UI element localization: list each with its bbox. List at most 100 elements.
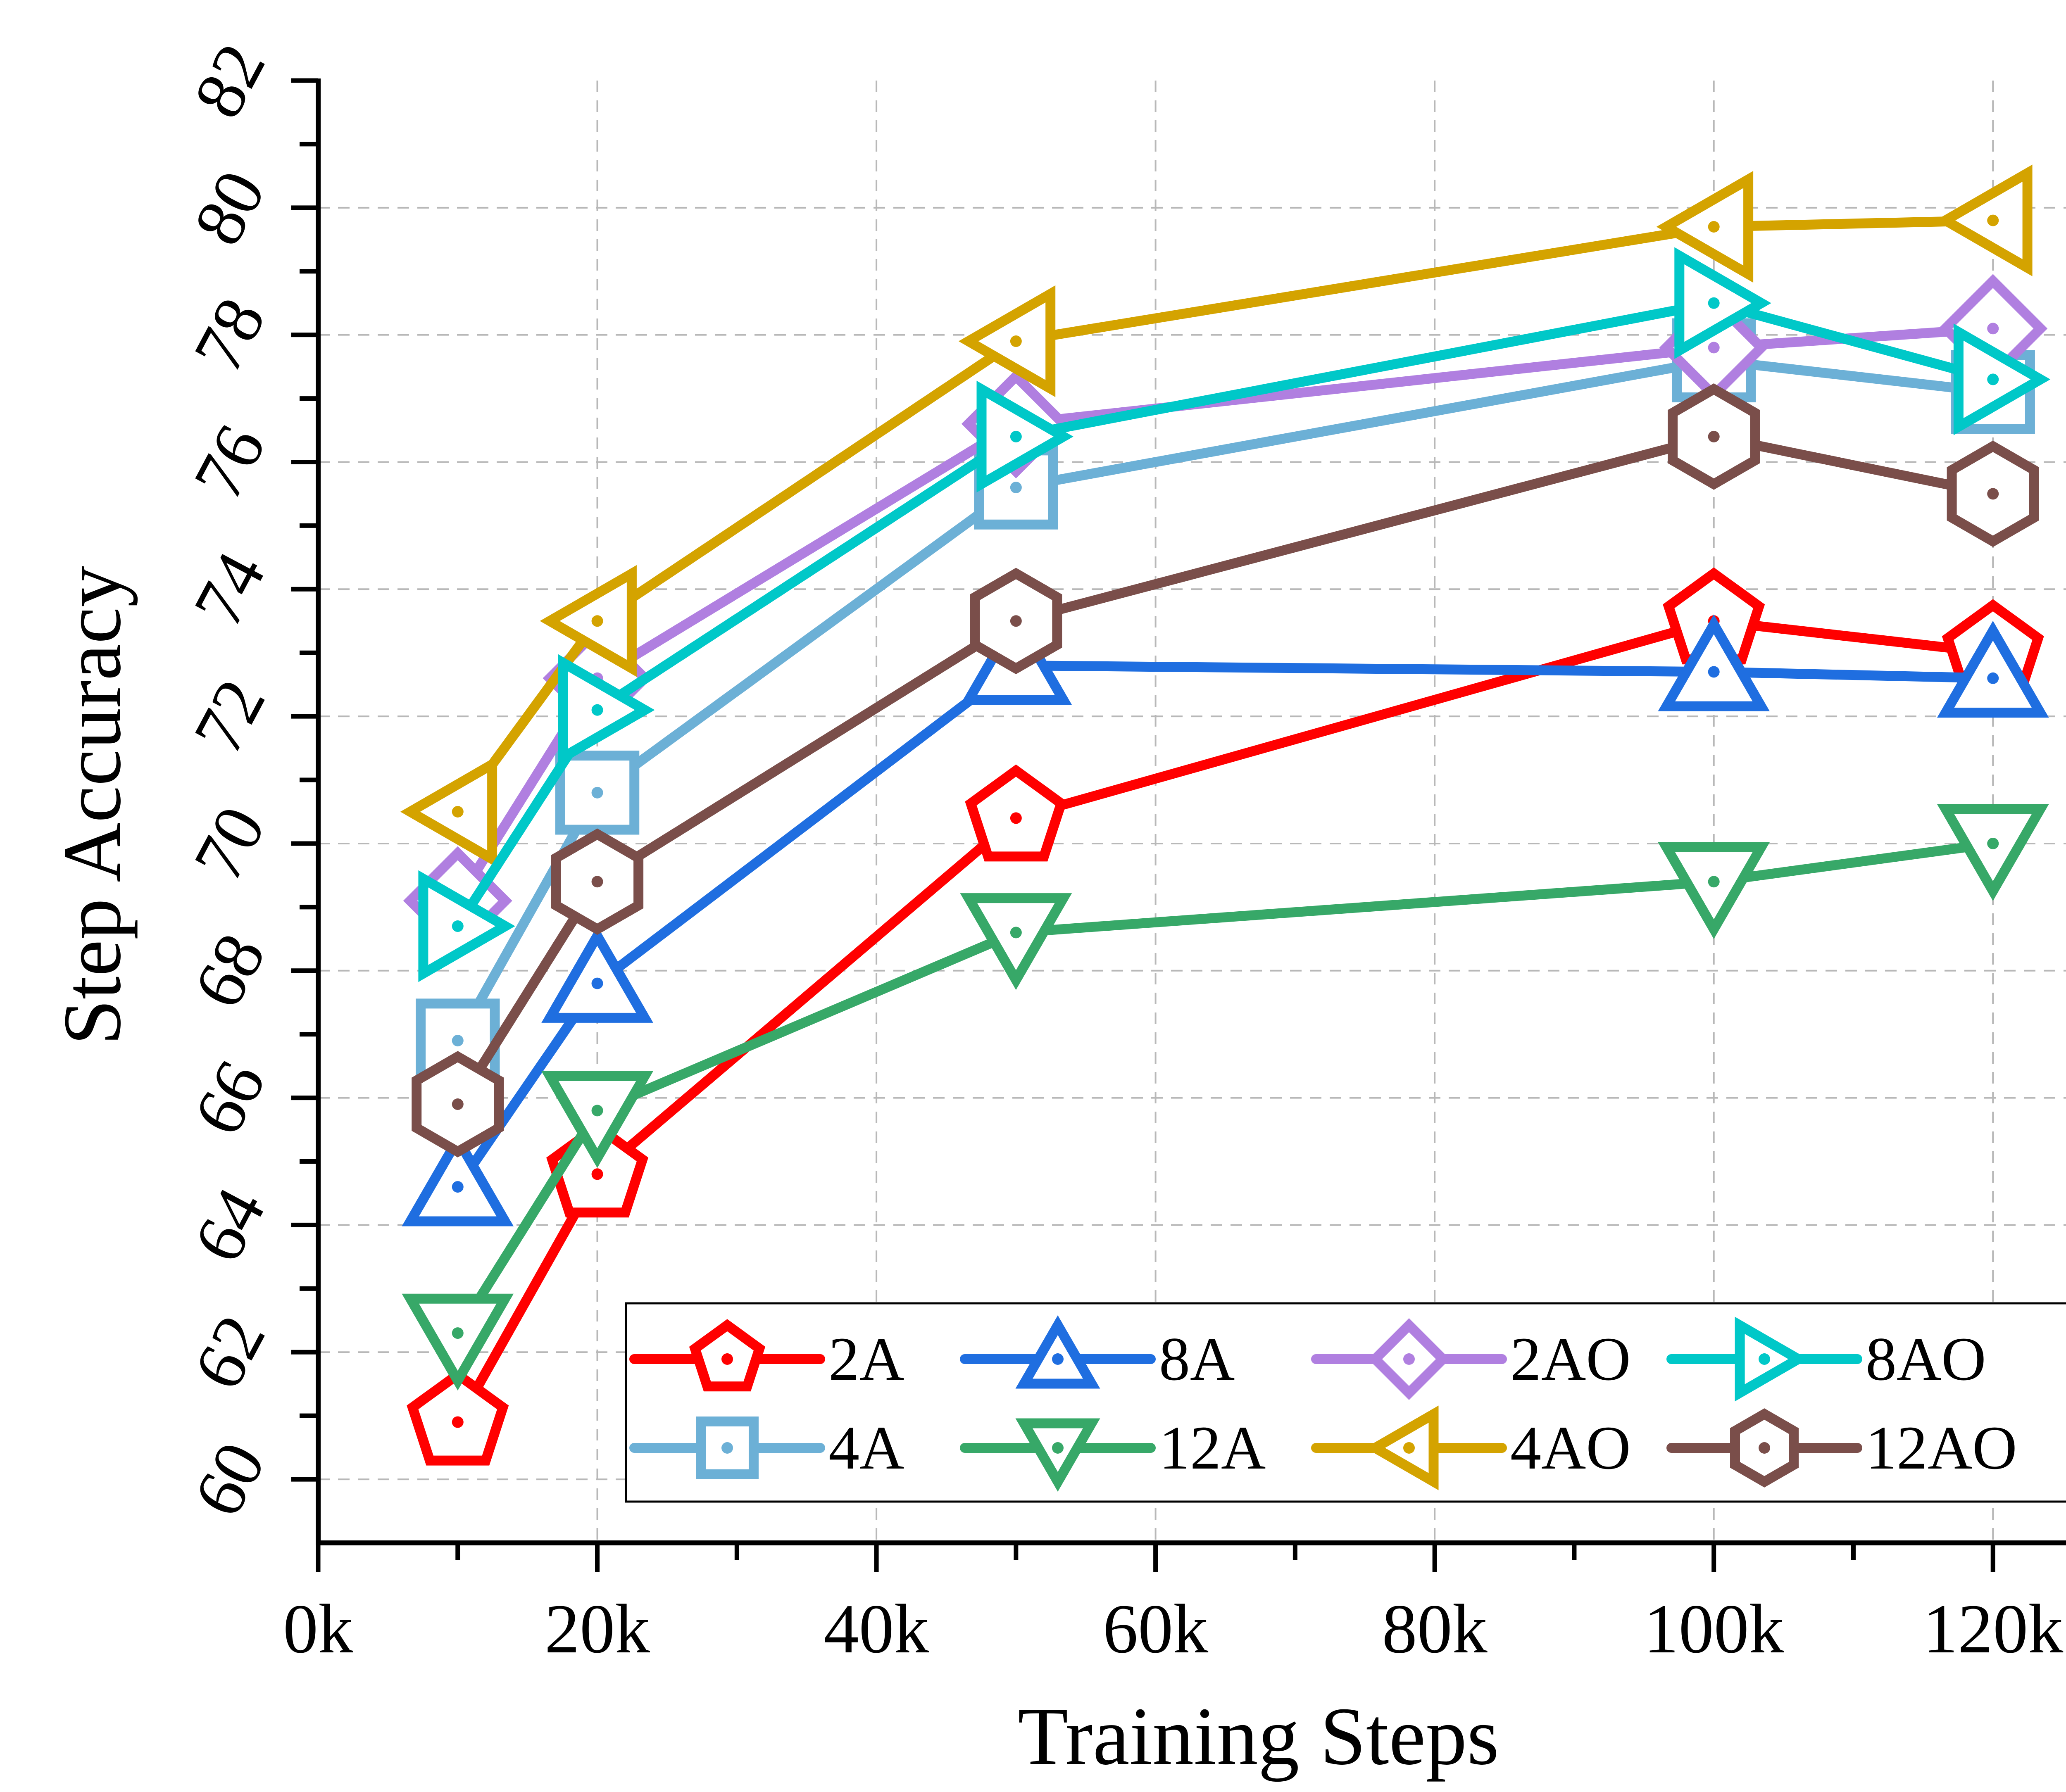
data-point-8AO <box>1953 323 2051 435</box>
data-point-8AO <box>1674 247 1771 359</box>
marker-center-dot <box>452 1035 464 1047</box>
legend: 2A 8A 2AO 8AO 4A 12A 4AO 12AO <box>625 1302 2066 1503</box>
series-layer <box>400 164 2051 1466</box>
marker-center-dot <box>1987 323 1999 335</box>
legend-item-4A: 4A <box>629 1414 904 1482</box>
marker-center-dot <box>591 1168 603 1180</box>
series-12A <box>402 804 2049 1391</box>
legend-item-2A: 2A <box>629 1319 904 1393</box>
y-tick-label: 70 <box>179 794 280 893</box>
data-point-8AO <box>976 380 1073 493</box>
legend-label-8AO: 8AO <box>1866 1325 1986 1393</box>
legend-label-12A: 12A <box>1159 1414 1266 1482</box>
data-point-8A <box>402 1129 514 1226</box>
marker-center-dot <box>1708 342 1720 354</box>
data-point-4AO <box>400 756 497 868</box>
marker-center-dot <box>452 1327 464 1339</box>
marker-center-dot <box>452 1098 464 1110</box>
marker-center-dot <box>1010 812 1022 824</box>
y-tick-label: 64 <box>179 1176 280 1274</box>
marker-center-dot <box>1987 837 1999 849</box>
data-point-8AO <box>418 870 515 982</box>
marker-center-dot <box>591 977 603 989</box>
legend-label-4AO: 4AO <box>1510 1414 1631 1482</box>
marker-center-dot <box>1708 430 1720 442</box>
series-line-2A <box>452 616 1998 1427</box>
x-axis-title: Training Steps <box>1018 1691 1499 1782</box>
series-line-8AO <box>452 298 1998 931</box>
y-tick-label: 74 <box>179 540 280 638</box>
series-4A <box>416 318 2035 1083</box>
marker-center-dot <box>1010 927 1022 939</box>
marker-center-dot <box>721 1442 733 1454</box>
marker-center-dot <box>1403 1353 1415 1365</box>
data-point-8A <box>1658 614 1770 711</box>
legend-label-8A: 8A <box>1159 1325 1235 1393</box>
data-point-4AO <box>1935 164 2033 276</box>
marker-center-dot <box>452 1416 464 1428</box>
y-tick-label: 66 <box>179 1048 280 1147</box>
series-12AO <box>412 383 2039 1157</box>
y-tick-label: 80 <box>179 159 280 257</box>
y-tick-label: 76 <box>179 413 280 511</box>
data-point-12A <box>960 893 1072 990</box>
marker-center-dot <box>1708 876 1720 888</box>
y-axis-title: Step Accuracy <box>47 566 138 1046</box>
legend-label-4A: 4A <box>828 1414 904 1482</box>
y-tick-label: 60 <box>179 1430 280 1528</box>
data-point-12A <box>541 1071 653 1168</box>
marker-center-dot <box>1987 488 1999 500</box>
marker-center-dot <box>1759 1353 1770 1365</box>
series-2A <box>407 567 2044 1466</box>
legend-item-12AO: 12AO <box>1666 1408 2017 1488</box>
legend-item-8AO: 8AO <box>1666 1317 1986 1402</box>
marker-center-dot <box>1010 615 1022 627</box>
legend-item-2AO: 2AO <box>1311 1318 1631 1400</box>
axes <box>291 78 2066 1572</box>
marker-center-dot <box>1010 482 1022 494</box>
legend-label-2AO: 2AO <box>1510 1325 1631 1393</box>
data-point-8AO <box>558 654 655 766</box>
marker-center-dot <box>1987 214 1999 226</box>
marker-center-dot <box>1010 335 1022 347</box>
marker-center-dot <box>1759 1442 1770 1454</box>
marker-center-dot <box>591 787 603 799</box>
marker-center-dot <box>1708 221 1720 233</box>
marker-center-dot <box>452 920 464 932</box>
series-8AO <box>418 247 2051 982</box>
marker-center-dot <box>452 806 464 818</box>
y-tick-label: 72 <box>179 667 280 765</box>
x-tick-label: 80k <box>1382 1590 1488 1668</box>
marker-center-dot <box>1987 373 1999 385</box>
legend-item-4AO: 4AO <box>1311 1405 1631 1490</box>
x-tick-label: 60k <box>1103 1590 1208 1668</box>
y-tick-label: 62 <box>179 1303 280 1401</box>
series-line-8A <box>452 661 1998 1192</box>
x-tick-label: 40k <box>824 1590 929 1668</box>
marker-center-dot <box>1708 297 1720 309</box>
data-point-8A <box>541 926 653 1023</box>
marker-center-dot <box>1010 430 1022 442</box>
series-4AO <box>400 164 2033 868</box>
legend-label-2A: 2A <box>828 1325 904 1393</box>
marker-center-dot <box>452 1181 464 1193</box>
data-point-4AO <box>1656 171 1754 283</box>
marker-center-dot <box>591 1105 603 1117</box>
legend-box <box>625 1302 2066 1503</box>
x-tick-label: 0k <box>283 1590 353 1668</box>
marker-center-dot <box>1987 672 1999 684</box>
x-tick-label: 120k <box>1923 1590 2063 1668</box>
legend-item-12A: 12A <box>960 1414 1266 1492</box>
marker-center-dot <box>591 876 603 888</box>
data-point-8A <box>1937 620 2049 718</box>
y-tick-label: 68 <box>179 922 280 1020</box>
data-point-12A <box>402 1293 514 1391</box>
marker-center-dot <box>591 704 603 716</box>
x-tick-label: 100k <box>1644 1590 1784 1668</box>
marker-center-dot <box>1403 1442 1415 1454</box>
data-point-12A <box>1658 842 1770 939</box>
data-point-12A <box>1937 804 2049 901</box>
y-tick-label: 82 <box>179 31 280 130</box>
marker-center-dot <box>1708 666 1720 678</box>
